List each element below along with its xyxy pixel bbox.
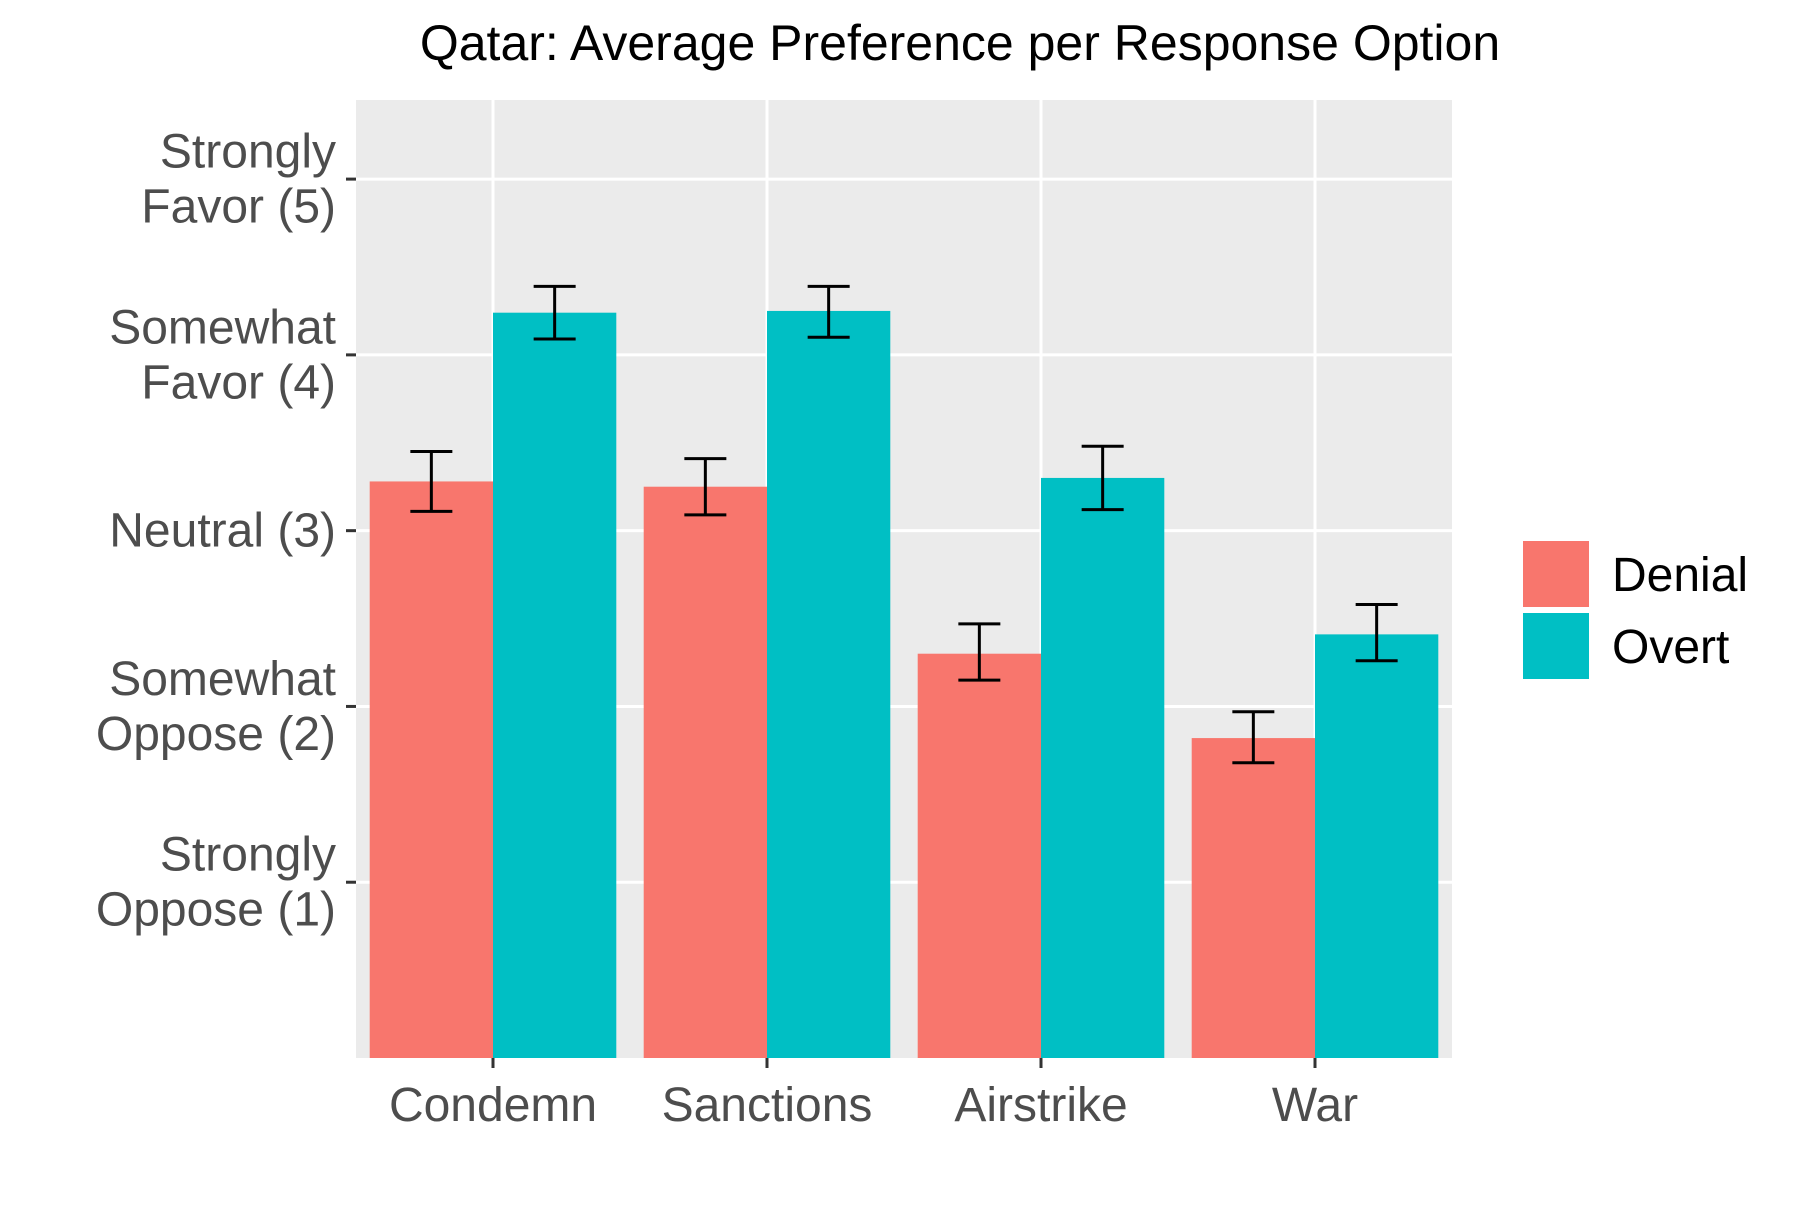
y-tick-label: Oppose (2) (96, 708, 336, 761)
legend-key-denial (1521, 539, 1591, 609)
bar-denial-condemn (369, 481, 493, 1058)
y-tick-label: Strongly (160, 126, 336, 179)
bars (369, 310, 1439, 1059)
chart-title: Qatar: Average Preference per Response O… (420, 15, 1500, 71)
bar-overt-sanctions (767, 310, 891, 1058)
legend-label-denial: Denial (1612, 549, 1748, 602)
bar-overt-condemn (493, 312, 617, 1058)
bar-denial-war (1191, 738, 1315, 1058)
bar-denial-sanctions (643, 486, 767, 1059)
legend-label-overt: Overt (1612, 621, 1729, 674)
bar-overt-airstrike (1041, 477, 1165, 1058)
x-tick-label: Condemn (389, 1079, 597, 1132)
x-tick-label: Sanctions (662, 1079, 873, 1132)
x-tick-label: War (1272, 1079, 1358, 1132)
legend: Denial Overt (1521, 539, 1748, 681)
y-tick-label: Neutral (3) (109, 505, 336, 558)
y-tick-label: Strongly (160, 829, 336, 882)
y-tick-label: Oppose (1) (96, 884, 336, 937)
x-tick-label: Airstrike (954, 1079, 1127, 1132)
error-bars (410, 284, 1398, 765)
y-tick-label: Somewhat (109, 301, 336, 354)
legend-key-overt (1521, 611, 1591, 681)
x-axis: Condemn Sanctions Airstrike War (389, 1058, 1358, 1132)
bar-overt-war (1315, 634, 1439, 1058)
bar-denial-airstrike (917, 653, 1041, 1058)
y-tick-label: Somewhat (109, 653, 336, 706)
y-tick-label: Favor (5) (141, 181, 336, 234)
y-tick-label: Favor (4) (141, 356, 336, 409)
